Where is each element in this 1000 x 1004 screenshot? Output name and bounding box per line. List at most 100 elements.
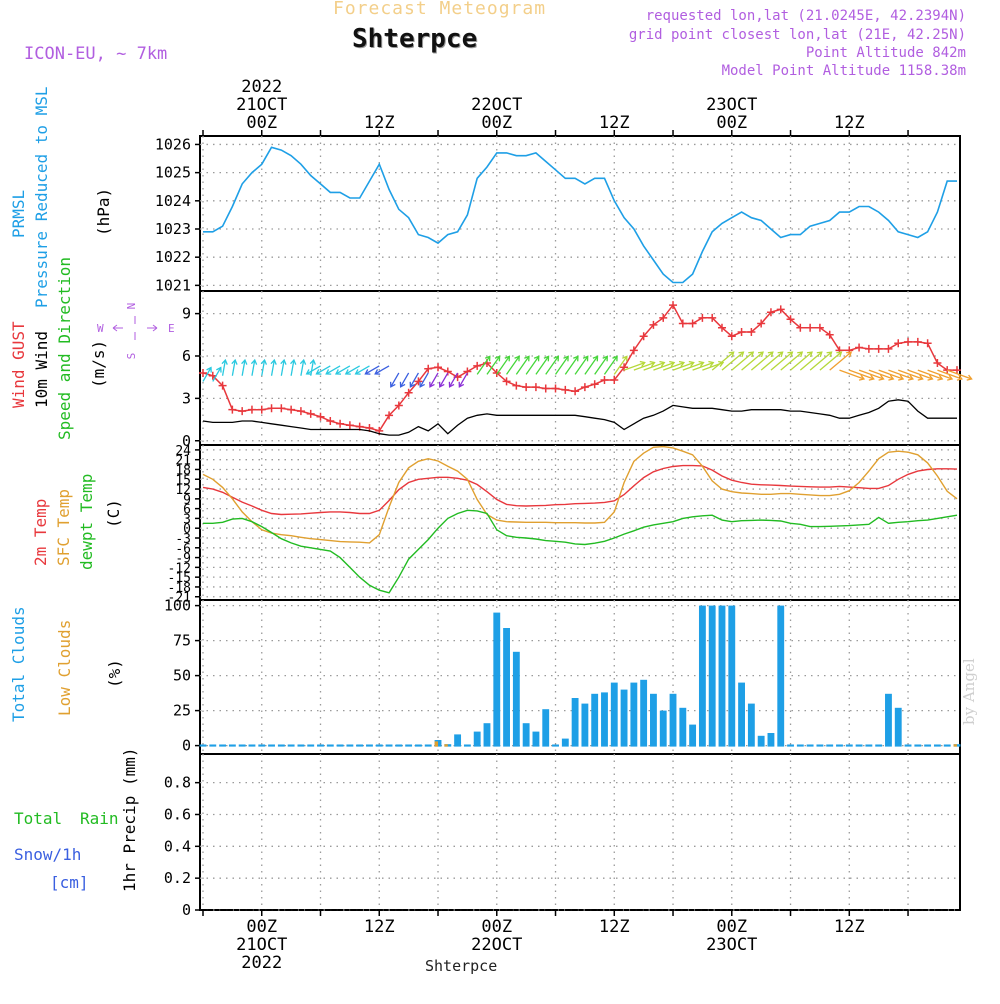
gust-marker: [766, 308, 775, 317]
wind-arrow: [711, 351, 735, 371]
cloud-bar-total: [463, 744, 471, 747]
cloud-bar-total: [610, 682, 618, 747]
wind-arrow: [290, 359, 295, 376]
wind-arrow: [682, 361, 704, 371]
wind-arrow: [672, 361, 694, 371]
wind-arrow-head: [868, 374, 875, 381]
cloud-bar-total: [885, 693, 892, 747]
gust-marker: [933, 359, 942, 368]
cloud-bar-total: [630, 682, 638, 747]
gust-marker: [218, 381, 227, 390]
wind-arrow-head: [563, 355, 569, 362]
wind-arrow-head: [299, 358, 307, 365]
cloud-bar-total: [326, 744, 334, 747]
gust-marker: [247, 405, 256, 414]
wind-arrow-head: [216, 366, 222, 373]
wind-arrow-head: [718, 360, 725, 367]
cloud-bar-total: [199, 744, 207, 747]
wind-arrow: [325, 365, 341, 375]
wind-arrow-head: [688, 360, 695, 367]
y-tick-label: 1023: [155, 220, 191, 238]
cloud-bar-total: [679, 707, 687, 747]
wind-arrow: [419, 372, 429, 388]
wind-arrow: [554, 355, 569, 375]
gust-marker: [590, 380, 599, 389]
wind-arrow: [731, 351, 754, 371]
panel-frame: [199, 753, 961, 911]
model-label: ICON-EU, ~ 7km: [24, 44, 168, 64]
gust-marker: [727, 332, 736, 341]
gust-marker: [257, 405, 266, 414]
cloud-bar-total: [336, 744, 344, 747]
gust-marker: [815, 323, 824, 332]
wind-arrow-head: [484, 355, 491, 362]
gust-marker: [629, 346, 638, 355]
cloud-bar-total: [405, 744, 413, 747]
y-tick-label: 100: [164, 597, 191, 615]
cloud-bar-total: [503, 628, 510, 747]
cloud-bar-total: [767, 733, 775, 747]
wind-arrow-head: [533, 355, 540, 362]
gust-marker: [776, 305, 785, 314]
wind-gust-label: Wind GUST: [9, 321, 28, 408]
cloud-bar-total: [894, 707, 902, 747]
cloud-bar-total: [238, 744, 246, 747]
gust-marker: [894, 339, 903, 348]
y-tick-label: 75: [173, 632, 191, 650]
cloud-bar-total: [219, 744, 227, 747]
model-altitude: Model Point Altitude 1158.38m: [721, 63, 966, 79]
wind-arrow: [917, 369, 943, 380]
wind-arrow-head: [429, 381, 435, 388]
wind-arrow: [584, 355, 599, 375]
cloud-bar-total: [454, 734, 462, 747]
wind-arrow-head: [399, 381, 406, 388]
time-label-bottom: 21OCT: [236, 935, 287, 955]
wind-arrow: [310, 359, 315, 376]
wind-arrow: [907, 369, 933, 380]
wind-arrow: [839, 369, 865, 380]
cloud-bar-total: [366, 744, 373, 747]
wind-arrow: [251, 359, 256, 376]
wind-arrow-head: [602, 355, 609, 362]
gust-marker: [669, 301, 678, 310]
wind-arrow-head: [270, 358, 277, 365]
wind-arrow: [574, 355, 589, 375]
wind-arrow-head: [956, 374, 963, 381]
gust-marker: [502, 377, 511, 386]
wind-arrow: [525, 355, 540, 375]
wind-arrow-head: [514, 355, 520, 362]
y-tick-label: -18: [168, 581, 191, 596]
wind-arrow: [496, 355, 510, 375]
wind-arrow-head: [612, 355, 618, 362]
wind-arrow: [476, 355, 491, 375]
y-tick-label: 6: [183, 503, 191, 518]
wind-arrow-head: [250, 358, 258, 365]
temp-2m-label: 2m Temp: [31, 499, 50, 566]
y-tick-label: 9: [183, 493, 191, 508]
wind-arrow-head: [659, 360, 666, 367]
cloud-bar-total: [620, 689, 628, 747]
gust-marker: [267, 404, 276, 413]
wind-arrow-head: [582, 355, 589, 362]
cloud-bar-total: [552, 744, 559, 747]
wind-arrow: [663, 361, 685, 371]
precip-rain-label: Rain: [80, 809, 119, 828]
wind-arrow-head: [206, 366, 212, 373]
cloud-bar-total: [493, 612, 501, 747]
cloud-bar-total: [836, 744, 843, 747]
time-label-bottom: 00Z: [716, 917, 747, 937]
time-label-top: 12Z: [364, 113, 395, 133]
cloud-bar-low: [444, 744, 448, 747]
cloud-bar-total: [689, 724, 697, 747]
gust-marker: [884, 344, 893, 353]
y-tick-label: -6: [175, 542, 191, 557]
y-tick-label: 1021: [155, 276, 191, 294]
gust-marker: [424, 364, 433, 373]
gust-marker: [394, 401, 403, 410]
wind-arrow-head: [678, 360, 686, 367]
cloud-bar-total: [561, 738, 569, 747]
cloud-bar-total: [297, 744, 305, 747]
cloud-bar-total: [424, 744, 432, 747]
wind-arrow-head: [504, 355, 511, 362]
gust-marker: [551, 384, 560, 393]
